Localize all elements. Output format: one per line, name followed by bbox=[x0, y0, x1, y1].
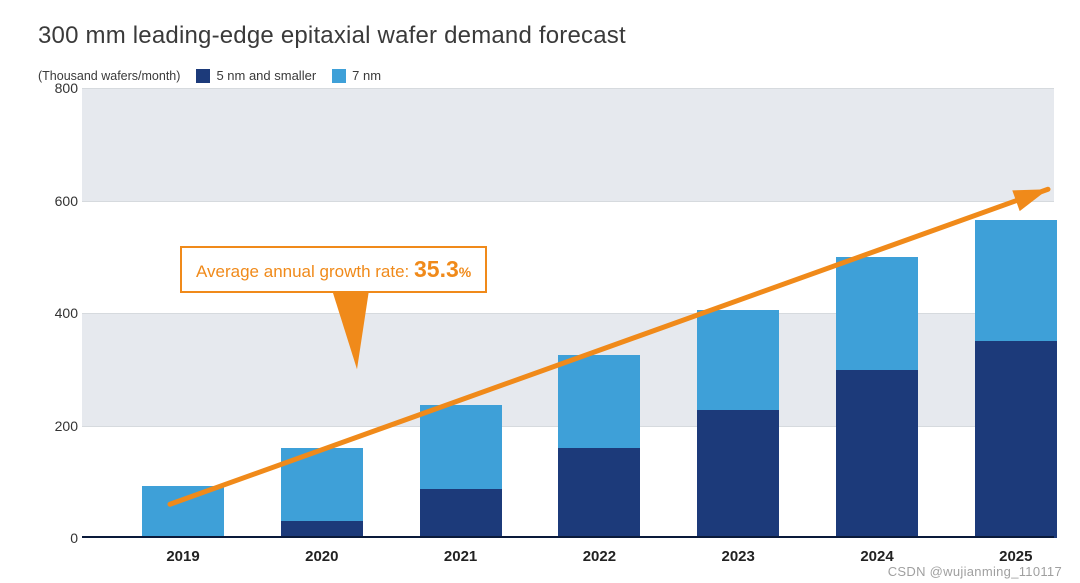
bar-segment-series2 bbox=[558, 355, 640, 448]
callout-percent: 35.3 bbox=[414, 256, 459, 282]
bar-segment-series2 bbox=[697, 310, 779, 410]
growth-rate-callout: Average annual growth rate: 35.3% bbox=[180, 246, 487, 293]
x-tick-label: 2022 bbox=[529, 548, 669, 565]
bar-segment-series2 bbox=[420, 405, 502, 488]
y-tick-labels: 0200400600800 bbox=[38, 88, 78, 538]
x-tick-label: 2020 bbox=[252, 548, 392, 565]
legend-swatch-series2 bbox=[332, 69, 346, 83]
legend-label-series1: 5 nm and smaller bbox=[216, 68, 316, 83]
y-tick-label: 0 bbox=[38, 530, 78, 546]
bar-segment-series2 bbox=[142, 486, 224, 538]
callout-text: Average annual growth rate: bbox=[196, 262, 414, 281]
chart-area: 0200400600800 20192020202120222023202420… bbox=[38, 88, 1058, 556]
legend-item-series1: 5 nm and smaller bbox=[196, 68, 316, 83]
legend-item-series2: 7 nm bbox=[332, 68, 381, 83]
bars-layer: 2019202020212022202320242025 bbox=[82, 88, 1054, 538]
bar-segment-series1 bbox=[420, 489, 502, 539]
x-tick-label: 2023 bbox=[668, 548, 808, 565]
legend-swatch-series1 bbox=[196, 69, 210, 83]
plot-area: 2019202020212022202320242025 Average ann… bbox=[82, 88, 1054, 538]
x-tick-label: 2024 bbox=[807, 548, 947, 565]
callout-percent-unit: % bbox=[459, 264, 471, 280]
bar-segment-series1 bbox=[558, 448, 640, 538]
bar-segment-series2 bbox=[836, 257, 918, 371]
bar-segment-series1 bbox=[836, 370, 918, 538]
legend-row: (Thousand wafers/month) 5 nm and smaller… bbox=[38, 68, 1070, 83]
y-tick-label: 400 bbox=[38, 305, 78, 321]
x-tick-label: 2025 bbox=[946, 548, 1080, 565]
bar-segment-series2 bbox=[975, 220, 1057, 341]
chart-title: 300 mm leading-edge epitaxial wafer dema… bbox=[38, 22, 1070, 50]
x-tick-label: 2021 bbox=[391, 548, 531, 565]
x-tick-label: 2019 bbox=[113, 548, 253, 565]
bar-segment-series1 bbox=[697, 410, 779, 538]
watermark-text: CSDN @wujianming_110117 bbox=[888, 564, 1062, 579]
y-tick-label: 600 bbox=[38, 193, 78, 209]
bar-segment-series2 bbox=[281, 448, 363, 521]
legend-label-series2: 7 nm bbox=[352, 68, 381, 83]
y-tick-label: 800 bbox=[38, 80, 78, 96]
bar-segment-series1 bbox=[975, 341, 1057, 538]
y-tick-label: 200 bbox=[38, 418, 78, 434]
x-axis-line bbox=[82, 536, 1054, 538]
